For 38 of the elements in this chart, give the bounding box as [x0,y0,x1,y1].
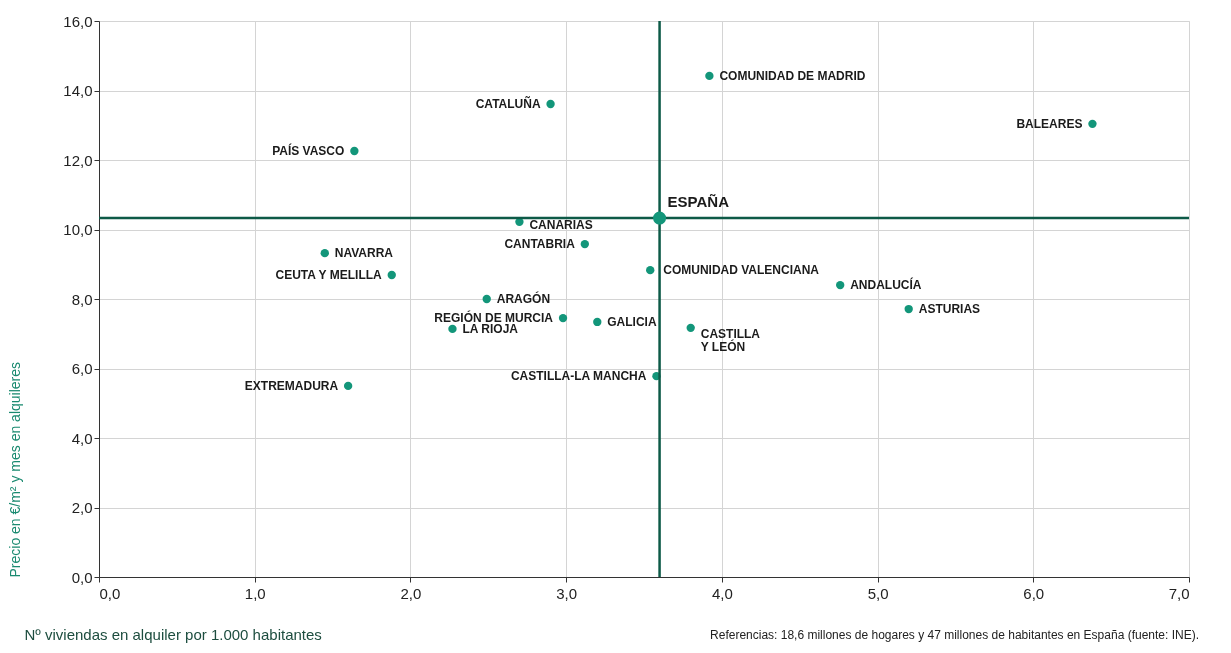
annotation: CATALUÑA [475,96,541,112]
x-tick-label: 1,0 [244,584,266,602]
x-tick-label: 6,0 [1023,584,1045,602]
y-tick-label: 6,0 [71,360,93,377]
y-tick-label: 4,0 [71,429,93,447]
y-tick-label: 10,0 [63,221,93,238]
annotation: CEUTA Y MELILLA [275,268,383,283]
x-tick-label: 7,0 [1168,584,1190,602]
annotation: ASTURIAS [918,302,981,317]
y-tick-label: 2,0 [71,499,93,516]
text: Referencias: 18,6 millones de hogares y 47 millones de habitantes en España (fuente: INE). [710,628,1199,642]
annotation: LA RIOJA [462,321,519,336]
annotation: ESPAÑA [667,193,730,211]
annotation: EXTREMADURA [244,378,339,393]
x-tick-label: 2,0 [400,584,422,602]
y-tick-label: 16,0 [63,12,93,30]
x-tick-label: 5,0 [867,584,889,602]
x-axis-title: Nº viviendas en alquiler por 1.000 habitantes [24,625,322,643]
annotation: CASTILLA-LA MANCHA [510,369,647,384]
annotation: CANTABRIA [504,237,576,252]
y-tick-label: 8,0 [71,290,93,308]
annotation: CANARIAS [529,217,593,232]
annotation: ARAGÓN [496,291,551,306]
y-tick-label: 0,0 [71,568,93,586]
x-tick-label: 0,0 [99,584,121,602]
y-tick-label: 12,0 [63,151,93,169]
annotation: NAVARRA [334,246,394,261]
x-tick-label: 4,0 [711,584,733,602]
annotation: PAÍS VASCO [272,142,345,158]
annotation: ANDALUCÍA [850,277,922,293]
annotation: CASTILLA Y LEÓN [700,326,761,354]
annotation: COMUNIDAD VALENCIANA [663,263,820,278]
x-tick-label: 3,0 [556,584,578,602]
annotation: COMUNIDAD DE MADRID [719,68,866,83]
annotation: BALEARES [1016,116,1083,131]
annotation: GALICIA [607,314,657,329]
y-tick-label: 14,0 [63,82,93,99]
y-axis-title: Precio en €/m² y mes en alquileres [7,361,24,578]
